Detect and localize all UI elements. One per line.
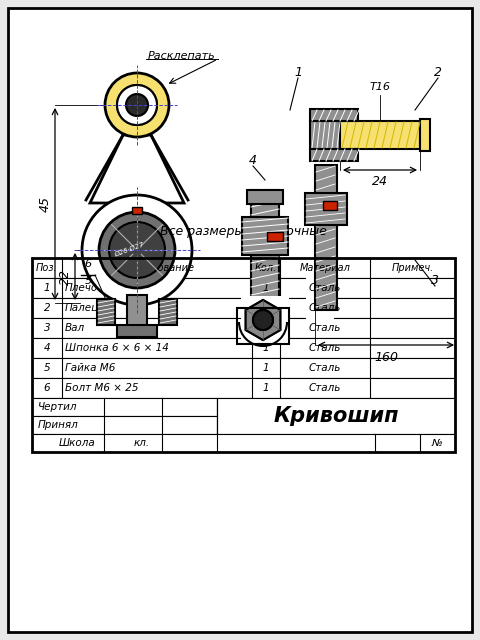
Text: кл.: кл. xyxy=(134,438,150,448)
Polygon shape xyxy=(90,135,184,203)
Bar xyxy=(32,416,217,434)
Text: Сталь: Сталь xyxy=(309,343,341,353)
Text: Школа: Школа xyxy=(59,438,96,448)
Circle shape xyxy=(117,85,157,125)
Text: Вал: Вал xyxy=(65,323,85,333)
Circle shape xyxy=(82,195,192,305)
Bar xyxy=(32,434,455,452)
Text: 1: 1 xyxy=(263,363,269,373)
Bar xyxy=(32,258,455,452)
Text: 45: 45 xyxy=(38,196,51,212)
Text: 3: 3 xyxy=(44,323,50,333)
Bar xyxy=(159,299,177,325)
Bar xyxy=(32,318,455,338)
Bar xyxy=(32,338,455,358)
Text: Сталь: Сталь xyxy=(309,303,341,313)
Text: Шпонка 6 × 6 × 14: Шпонка 6 × 6 × 14 xyxy=(65,343,169,353)
Text: 4: 4 xyxy=(44,343,50,353)
Text: 22: 22 xyxy=(59,269,72,285)
Bar xyxy=(242,217,288,255)
Polygon shape xyxy=(246,300,280,340)
Text: Кривошип: Кривошип xyxy=(273,406,399,426)
Text: 24: 24 xyxy=(372,175,388,188)
Bar xyxy=(32,298,455,318)
Bar xyxy=(340,121,420,149)
Bar xyxy=(305,193,347,225)
Bar xyxy=(32,258,455,278)
Circle shape xyxy=(99,212,175,288)
Text: 1: 1 xyxy=(263,343,269,353)
Bar xyxy=(247,310,283,324)
Bar xyxy=(32,278,455,298)
Text: Все размеры справочные: Все размеры справочные xyxy=(160,225,327,238)
Circle shape xyxy=(117,85,157,125)
Text: 2: 2 xyxy=(44,303,50,313)
Bar xyxy=(315,165,337,310)
Text: Болт М6 × 25: Болт М6 × 25 xyxy=(65,383,139,393)
Circle shape xyxy=(253,310,273,330)
Text: Примеч.: Примеч. xyxy=(391,263,433,273)
Text: 1: 1 xyxy=(263,383,269,393)
Bar xyxy=(32,398,217,416)
Text: Расклепать: Расклепать xyxy=(148,51,216,61)
Text: Принял: Принял xyxy=(38,420,79,430)
Bar xyxy=(323,201,337,210)
Text: 5: 5 xyxy=(84,276,92,286)
Bar xyxy=(310,149,358,161)
Text: Палец: Палец xyxy=(65,303,99,313)
Text: Ø26·Ø27: Ø26·Ø27 xyxy=(113,242,144,258)
Bar xyxy=(237,308,289,344)
Text: №: № xyxy=(432,438,443,448)
Bar xyxy=(217,398,455,434)
Text: 1: 1 xyxy=(263,323,269,333)
Bar xyxy=(32,378,455,398)
Bar xyxy=(251,190,279,330)
Bar xyxy=(306,190,334,330)
Text: Сталь: Сталь xyxy=(309,323,341,333)
Circle shape xyxy=(253,310,273,330)
Text: Сталь: Сталь xyxy=(309,363,341,373)
Text: Сталь: Сталь xyxy=(309,283,341,293)
Text: 2: 2 xyxy=(434,65,442,79)
Bar xyxy=(310,121,340,149)
Text: Кол.: Кол. xyxy=(255,263,277,273)
Text: 1: 1 xyxy=(294,65,302,79)
Text: 4: 4 xyxy=(249,154,257,166)
Text: Чертил: Чертил xyxy=(38,402,77,412)
Bar xyxy=(241,296,289,344)
Text: Сталь: Сталь xyxy=(309,383,341,393)
Bar xyxy=(267,232,283,241)
Text: 1: 1 xyxy=(263,283,269,293)
Bar xyxy=(132,207,142,214)
Text: 6: 6 xyxy=(44,383,50,393)
Polygon shape xyxy=(246,300,280,340)
Bar xyxy=(127,295,147,329)
Text: Поз.: Поз. xyxy=(36,263,58,273)
Bar xyxy=(97,299,115,325)
Text: Плечо: Плечо xyxy=(65,283,98,293)
Text: Материал: Материал xyxy=(300,263,350,273)
Text: 5: 5 xyxy=(44,363,50,373)
Bar xyxy=(32,358,455,378)
Bar xyxy=(247,190,283,204)
Circle shape xyxy=(105,73,169,137)
Text: 1: 1 xyxy=(263,303,269,313)
Bar xyxy=(310,109,358,121)
Text: 160: 160 xyxy=(374,351,398,364)
Circle shape xyxy=(109,222,165,278)
Bar xyxy=(420,119,430,151)
Text: Наименование: Наименование xyxy=(119,263,195,273)
Bar xyxy=(117,325,157,337)
Text: Τ16: Τ16 xyxy=(370,82,391,92)
Text: Гайка М6: Гайка М6 xyxy=(65,363,115,373)
Circle shape xyxy=(126,94,148,116)
Text: 1: 1 xyxy=(44,283,50,293)
Text: 3: 3 xyxy=(431,273,439,287)
Text: 6: 6 xyxy=(84,259,92,269)
